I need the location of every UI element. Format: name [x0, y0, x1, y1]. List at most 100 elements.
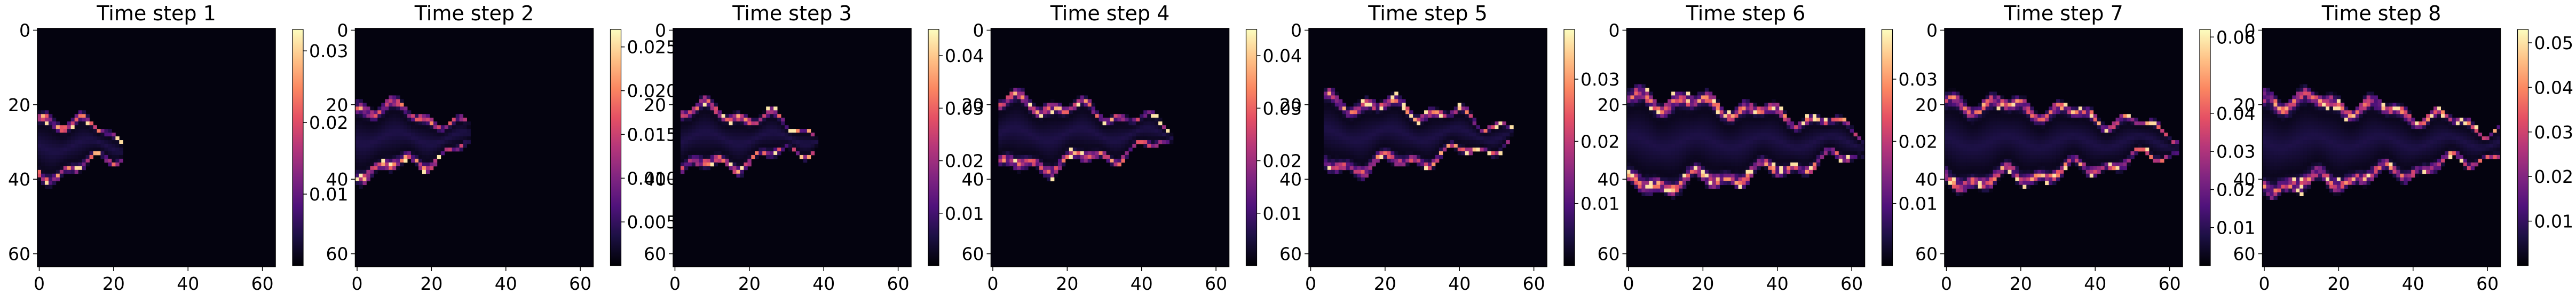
- heatmap-cell: [1948, 121, 1953, 126]
- heatmap-cell: [1753, 110, 1757, 114]
- heatmap-cell: [747, 144, 752, 148]
- heatmap-cell: [736, 136, 740, 141]
- heatmap-cell: [1805, 136, 1809, 141]
- heatmap-cell: [1704, 166, 1709, 171]
- heatmap-cell: [422, 136, 426, 141]
- heatmap-cell: [404, 155, 408, 159]
- heatmap-cell: [1638, 173, 1642, 178]
- heatmap-cell: [370, 121, 374, 126]
- heatmap-cell: [1664, 110, 1668, 114]
- heatmap-cell: [362, 151, 367, 156]
- heatmap-cell: [1630, 95, 1634, 99]
- heatmap-cell: [1742, 118, 1746, 122]
- heatmap-cell: [2011, 110, 2016, 114]
- heatmap-cell: [1102, 136, 1107, 141]
- heatmap-cell: [747, 158, 752, 163]
- heatmap-cell: [1032, 158, 1036, 163]
- heatmap-cell: [2089, 144, 2094, 148]
- heatmap-cell: [2115, 133, 2120, 137]
- heatmap-cell: [1039, 148, 1044, 152]
- heatmap-cell: [2115, 144, 2120, 148]
- heatmap-cell: [1634, 144, 1638, 148]
- heatmap-cell: [714, 114, 718, 118]
- heatmap-cell: [1675, 184, 1679, 189]
- heatmap-cell: [70, 155, 75, 159]
- heatmap-cell: [1461, 129, 1466, 133]
- heatmap-cell: [785, 125, 789, 129]
- heatmap-cell: [1353, 110, 1357, 114]
- heatmap-cell: [1831, 133, 1836, 137]
- heatmap-cell: [1457, 140, 1462, 144]
- heatmap-cell: [1645, 88, 1649, 92]
- heatmap-cell: [1970, 133, 1975, 137]
- heatmap-cell: [78, 110, 83, 114]
- heatmap-cell: [1697, 103, 1702, 107]
- heatmap-cell: [2104, 140, 2109, 144]
- heatmap-cell: [2093, 151, 2098, 156]
- heatmap-cell: [1727, 121, 1732, 126]
- heatmap-cell: [2041, 133, 2045, 137]
- heatmap-cell: [366, 173, 370, 178]
- heatmap-cell: [37, 125, 42, 129]
- heatmap-cell: [425, 129, 430, 133]
- heatmap-cell: [63, 148, 68, 152]
- heatmap-cell: [1002, 151, 1006, 156]
- heatmap-cell: [1147, 133, 1151, 137]
- heatmap-cell: [1981, 158, 1986, 163]
- heatmap-cell: [1327, 110, 1332, 114]
- heatmap-cell: [1989, 133, 1993, 137]
- heatmap-cell: [429, 118, 434, 122]
- heatmap-cell: [2004, 114, 2008, 118]
- heatmap-cell: [1701, 91, 1705, 96]
- heatmap-cell: [2011, 148, 2016, 152]
- heatmap-cell: [2052, 148, 2057, 152]
- heatmap-cell: [1679, 110, 1683, 114]
- heatmap-cell: [1099, 136, 1103, 141]
- heatmap-cell: [1424, 151, 1428, 156]
- heatmap-cell: [104, 129, 108, 133]
- heatmap-cell: [1439, 125, 1443, 129]
- heatmap-cell: [41, 169, 45, 174]
- heatmap-cell: [1653, 129, 1657, 133]
- heatmap-cell: [1017, 91, 1021, 96]
- heatmap-cell: [1368, 99, 1372, 103]
- heatmap-cell: [396, 114, 400, 118]
- heatmap-cell: [366, 125, 370, 129]
- heatmap-cell: [1693, 114, 1698, 118]
- heatmap-cell: [355, 166, 359, 171]
- heatmap-cell: [2085, 118, 2090, 122]
- heatmap-cell: [785, 144, 789, 148]
- heatmap-cell: [1641, 125, 1646, 129]
- heatmap-cell: [112, 144, 116, 148]
- heatmap-cell: [1787, 169, 1791, 174]
- heatmap-cell: [1981, 140, 1986, 144]
- heatmap-cell: [1708, 110, 1713, 114]
- heatmap-cell: [400, 118, 404, 122]
- heatmap-cell: [1745, 136, 1750, 141]
- heatmap-cell: [688, 158, 692, 163]
- heatmap-cell: [1491, 121, 1495, 126]
- heatmap-cell: [1021, 133, 1025, 137]
- heatmap-cell: [440, 125, 445, 129]
- heatmap-cell: [1697, 173, 1702, 178]
- heatmap-cell: [1671, 95, 1676, 99]
- heatmap-cell: [1626, 158, 1631, 163]
- heatmap-cell: [1742, 125, 1746, 129]
- heatmap-cell: [1948, 129, 1953, 133]
- heatmap-cell: [2041, 158, 2045, 163]
- heatmap-cell: [2123, 155, 2127, 159]
- heatmap-cell: [1028, 114, 1032, 118]
- heatmap-cell: [1812, 162, 1817, 167]
- heatmap-cell: [1993, 125, 1997, 129]
- heatmap-cell: [392, 118, 397, 122]
- heatmap-cell: [1727, 129, 1732, 133]
- heatmap-cell: [1686, 106, 1690, 111]
- heatmap-cell: [2082, 110, 2087, 114]
- heatmap-cell: [1405, 129, 1410, 133]
- heatmap-cell: [777, 140, 781, 144]
- heatmap-cell: [2089, 136, 2094, 141]
- heatmap-cell: [41, 136, 45, 141]
- heatmap-cell: [706, 110, 711, 114]
- heatmap-cell: [755, 151, 759, 156]
- heatmap-cell: [1823, 151, 1828, 156]
